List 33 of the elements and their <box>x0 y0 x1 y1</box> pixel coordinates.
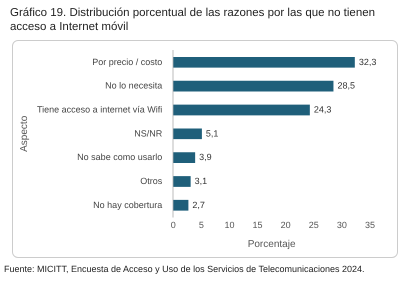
data-label: 5,1 <box>206 128 218 138</box>
data-label: 24,3 <box>314 104 332 114</box>
y-tick-label: No lo necesita <box>105 80 162 91</box>
x-axis-title: Porcentaje <box>248 238 296 250</box>
data-label: 3,1 <box>194 176 208 186</box>
y-tick-label: Por precio / costo <box>92 56 162 67</box>
data-label: 2,7 <box>192 200 205 210</box>
x-tick-label: 25 <box>308 220 319 230</box>
bar <box>173 200 188 211</box>
data-label: 3,9 <box>199 152 212 162</box>
x-tick-label: 35 <box>364 220 376 230</box>
y-axis-title: Aspecto <box>18 115 30 152</box>
bar <box>173 128 202 140</box>
bar <box>173 80 334 92</box>
bar <box>173 104 310 116</box>
y-tick-label: No sabe como usarlo <box>77 152 162 162</box>
data-label: 28,5 <box>337 80 355 91</box>
x-tick-label: 20 <box>280 220 291 230</box>
y-tick-label: Otros <box>140 176 163 186</box>
data-label: 32,3 <box>358 56 376 67</box>
x-tick-label: 30 <box>336 220 347 230</box>
y-tick-label: Tiene acceso a internet vía Wifi <box>36 104 162 114</box>
x-tick-label: 15 <box>252 220 263 230</box>
x-tick-label: 0 <box>170 220 176 230</box>
y-tick-label: NS/NR <box>134 128 163 138</box>
chart-title: Gráfico 19. Distribución porcentual de las razones por las que no tienen acceso a Internet móvil <box>10 6 376 34</box>
y-tick-label: No hay cobertura <box>93 200 162 210</box>
bar <box>173 56 355 68</box>
bar <box>173 176 191 187</box>
source-note: Fuente: MICITT, Encuesta de Acceso y Uso de los Servicios de Telecomunicaciones 2024. <box>4 264 366 274</box>
x-tick-label: 10 <box>224 220 234 230</box>
x-tick-label: 5 <box>198 220 204 230</box>
bar <box>173 152 196 163</box>
